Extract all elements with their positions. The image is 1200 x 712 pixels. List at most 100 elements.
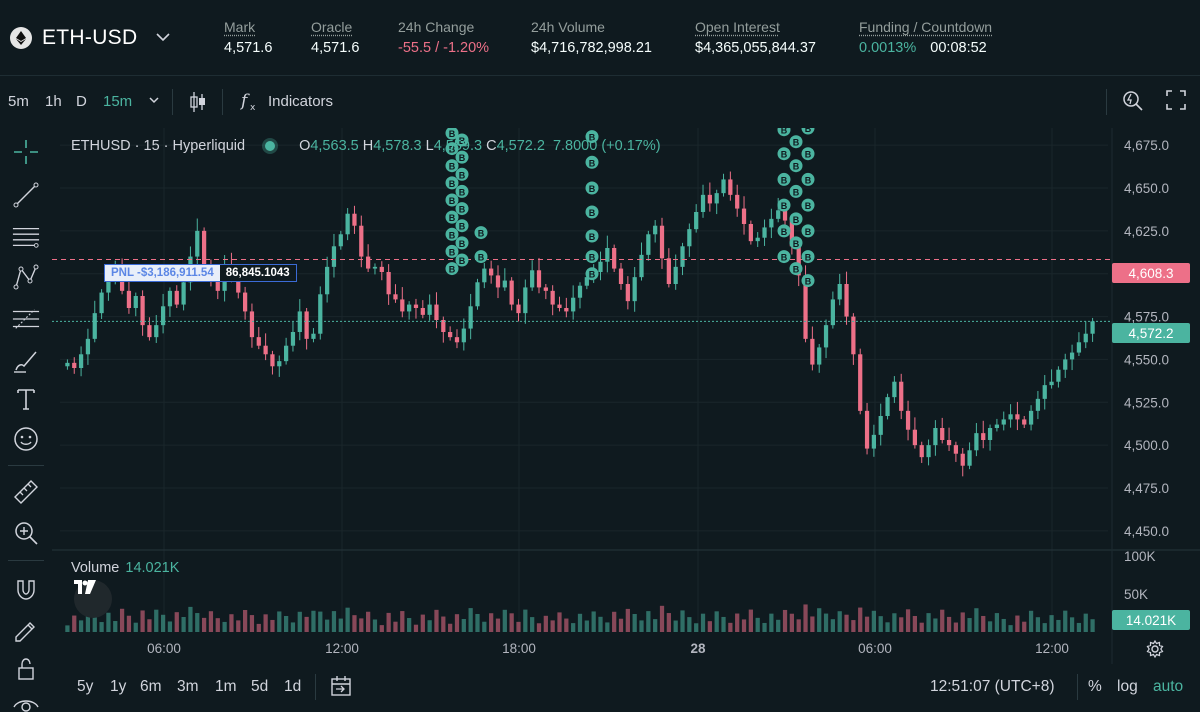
brush-icon[interactable]: [12, 346, 40, 374]
volume-bar: [700, 613, 706, 632]
lock-pencil-icon[interactable]: [12, 615, 40, 643]
horizontal-lines-icon[interactable]: [12, 223, 40, 251]
bottom-divider: [315, 674, 316, 700]
buy-marker-label: B: [805, 175, 812, 185]
range-1y[interactable]: 1y: [110, 678, 127, 695]
interval-15m[interactable]: 15m: [103, 93, 133, 110]
candle-body: [864, 410, 870, 449]
percent-toggle[interactable]: %: [1088, 678, 1102, 695]
tradingview-logo[interactable]: [74, 580, 112, 618]
candle-body: [181, 282, 186, 305]
position-size: 86,845.1043: [219, 265, 296, 281]
volume-bar: [270, 619, 275, 632]
candle-body: [858, 354, 863, 411]
candle-body: [290, 332, 296, 346]
buy-marker: [789, 212, 803, 226]
candle-body: [967, 450, 972, 466]
volume-bar: [987, 621, 993, 632]
range-1m[interactable]: 1m: [215, 678, 237, 695]
emoji-icon[interactable]: [12, 425, 40, 453]
fullscreen-icon[interactable]: [1166, 90, 1186, 114]
volume-bar: [837, 611, 842, 632]
buy-marker: [777, 198, 791, 212]
quick-search-icon[interactable]: [1122, 89, 1144, 117]
interval-chevron-down-icon[interactable]: [148, 92, 160, 109]
volume-bar: [714, 611, 719, 632]
range-3m[interactable]: 3m: [177, 678, 199, 695]
auto-toggle[interactable]: auto: [1153, 678, 1184, 695]
fib-retracement-icon[interactable]: [12, 305, 40, 333]
pattern-icon[interactable]: [12, 263, 40, 291]
trend-line-icon[interactable]: [12, 181, 40, 209]
range-5d[interactable]: 5d: [251, 678, 269, 695]
volume-bar: [598, 616, 603, 632]
interval-1h[interactable]: 1h: [45, 93, 62, 110]
interval-5m[interactable]: 5m: [8, 93, 29, 110]
toolbar-divider: [222, 89, 223, 115]
volume-bar: [72, 615, 77, 632]
indicators-button[interactable]: Indicators: [268, 93, 334, 110]
candle-body: [960, 453, 965, 466]
symbol-selector[interactable]: ETH-USD: [10, 26, 171, 50]
volume-bar: [823, 613, 829, 632]
volume-bar: [1069, 617, 1075, 632]
ruler-icon[interactable]: [12, 478, 40, 506]
volume-bar: [680, 610, 685, 632]
candle-body: [776, 210, 781, 219]
clock-timezone[interactable]: 12:51:07 (UTC+8): [930, 678, 1055, 695]
volume-bar: [946, 616, 952, 632]
volume-bar: [441, 616, 446, 632]
buy-marker-label: B: [589, 184, 596, 194]
candle-body: [256, 337, 261, 346]
stat-funding: Funding / Countdown 0.0013% 00:08:52: [859, 19, 992, 56]
buy-marker-label: B: [793, 239, 800, 249]
magnet-icon[interactable]: [12, 575, 40, 603]
goto-date-icon[interactable]: [330, 675, 352, 702]
candles-icon[interactable]: [188, 90, 208, 118]
legend-l-value: 4,559.3: [433, 138, 483, 154]
y-tick-label: 4,500.0: [1124, 438, 1169, 453]
candle-body: [126, 290, 132, 308]
candle-body: [974, 433, 979, 451]
buy-marker: [789, 184, 803, 198]
volume-bar: [85, 610, 91, 632]
candle-body: [700, 194, 706, 212]
volume-bar: [140, 610, 145, 632]
volume-bar: [236, 620, 241, 632]
range-5y[interactable]: 5y: [77, 678, 94, 695]
candle-body: [571, 297, 576, 312]
funding-rate: 0.0013%: [859, 40, 917, 56]
volume-bar: [154, 609, 159, 632]
candle-body: [509, 280, 514, 305]
candle-body: [284, 345, 289, 362]
volume-bar: [1042, 623, 1047, 632]
x-tick-label: 12:00: [1035, 641, 1069, 656]
chevron-down-icon[interactable]: [155, 29, 171, 47]
price-chart[interactable]: 4,450.0 4,475.0 4,500.0 4,525.0 4,550.0 4,575…: [52, 128, 1200, 664]
log-toggle[interactable]: log: [1117, 678, 1138, 695]
zoom-in-icon[interactable]: [12, 519, 40, 547]
volume-legend: Volume 14.021K: [71, 560, 179, 576]
text-icon[interactable]: [12, 385, 40, 413]
position-pnl-label[interactable]: PNL -$3,186,911.54 86,845.1043: [104, 264, 297, 282]
lock-icon[interactable]: [12, 655, 40, 683]
volume-bar: [174, 612, 179, 632]
legend-h-label: H: [362, 138, 374, 154]
candle-body: [195, 230, 200, 257]
volume-bar: [1076, 622, 1082, 632]
buy-marker-label: B: [793, 138, 800, 148]
range-6m[interactable]: 6m: [140, 678, 162, 695]
volume-bar: [1015, 615, 1020, 632]
volume-bar: [516, 621, 521, 632]
range-1d[interactable]: 1d: [284, 678, 302, 695]
interval-d[interactable]: D: [76, 93, 87, 110]
crosshair-icon[interactable]: [12, 138, 40, 166]
buy-marker: [789, 135, 803, 149]
buy-marker: [474, 226, 488, 240]
funding-countdown: 00:08:52: [930, 40, 987, 56]
candle-body: [885, 397, 890, 416]
visibility-icon[interactable]: [12, 690, 40, 712]
buy-marker-label: B: [805, 227, 812, 237]
entry-price-tag: 4,608.3: [1112, 263, 1190, 283]
